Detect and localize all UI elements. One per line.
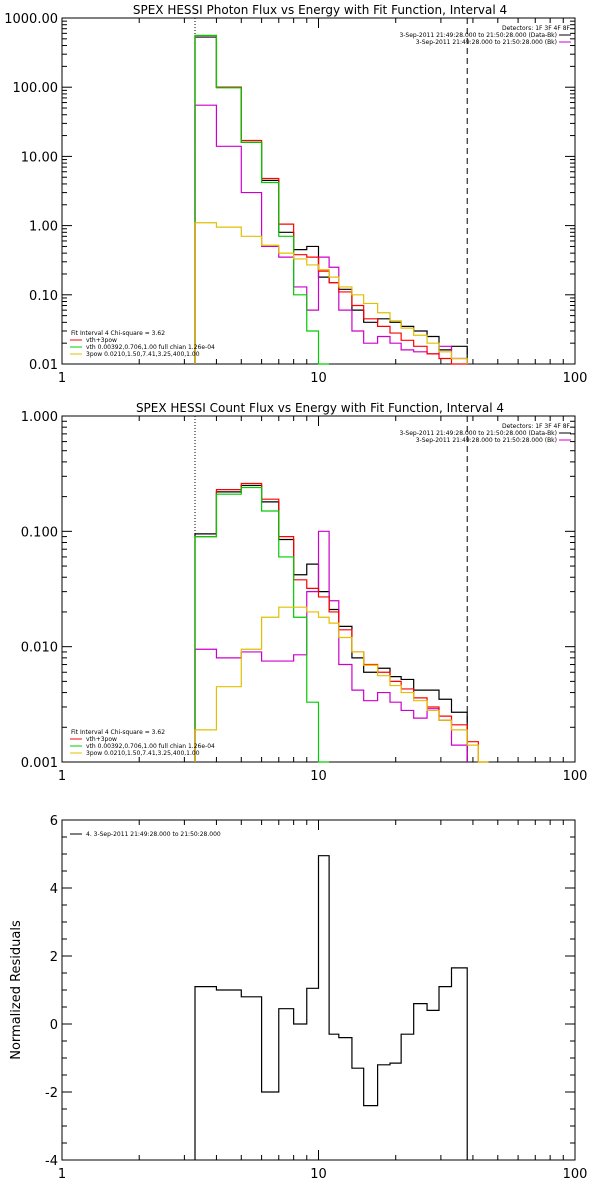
photon-flux-y-tick-label: 100.00 (13, 81, 59, 96)
count-flux-x-tick-label: 10 (310, 769, 327, 784)
count-flux-y-tick-label: 0.100 (21, 525, 58, 540)
count-flux-y-tick-label: 0.001 (21, 756, 58, 771)
photon-flux-y-tick-label: 0.01 (29, 358, 58, 373)
count-flux-y-tick-label: 1.000 (21, 410, 58, 425)
count-flux-legend-3pow-label: 3pow 0.0210,1.50,7.41,3.25,400,1.00 (86, 750, 200, 757)
count-flux-legend-bk-label: 3-Sep-2011 21:49:28.000 to 21:50:28.000 … (416, 437, 557, 444)
count-flux-y-tick-label: 0.010 (21, 641, 58, 656)
photon-flux-x-tick-label: 10 (310, 371, 327, 386)
photon-flux-legend-bk-label: 3-Sep-2011 21:49:28.000 to 21:50:28.000 … (416, 39, 557, 46)
photon-flux-panel: SPEX HESSI Photon Flux vs Energy with Fi… (4, 3, 587, 386)
count-flux-legend-fit: Fit Interval 4 Chi-square = 3.62 vth+3po… (70, 729, 215, 757)
residuals-x-tick-label: 10 (310, 1167, 327, 1182)
count-flux-series-vth (194, 486, 330, 763)
photon-flux-fit-header: Fit Interval 4 Chi-square = 3.62 (71, 330, 165, 337)
photon-flux-series-bk (194, 104, 468, 364)
photon-flux-y-tick-label: 0.10 (29, 289, 58, 304)
photon-flux-axes: 1 10 100 0.01 0.10 1.00 10.00 100.00 1000.00 (4, 12, 587, 386)
photon-flux-legend-topright: Detectors: 1F 3F 4F 8F 3-Sep-2011 21:49:… (399, 25, 571, 46)
residuals-series-residuals (194, 855, 468, 1160)
photon-flux-title: SPEX HESSI Photon Flux vs Energy with Fi… (133, 3, 507, 17)
residuals-legend: 4. 3-Sep-2011 21:49:28.000 to 21:50:28.0… (70, 831, 221, 838)
count-flux-legend-topright: Detectors: 1F 3F 4F 8F 3-Sep-2011 21:49:… (399, 423, 571, 444)
photon-flux-fit-range-lines (194, 18, 468, 364)
photon-flux-series-3pow (194, 222, 468, 364)
count-flux-series-bk (194, 530, 468, 762)
photon-flux-series-vth (194, 34, 330, 365)
residuals-y-tick-label: 6 (50, 814, 58, 829)
photon-flux-y-tick-label: 10.00 (21, 150, 58, 165)
count-flux-panel: SPEX HESSI Count Flux vs Energy with Fit… (21, 401, 588, 784)
count-flux-legend-data-label: 3-Sep-2011 21:49:28.000 to 21:50:28.000 … (399, 430, 557, 437)
photon-flux-legend-fit: Fit Interval 4 Chi-square = 3.62 vth+3po… (70, 330, 215, 358)
photon-flux-x-tick-label: 1 (58, 371, 66, 386)
photon-flux-legend-3pow-label: 3pow 0.0210,1.50,7.41,3.25,400,1.00 (86, 351, 200, 358)
photon-flux-legend-vth-label: vth 0.00392,0.706,1.00 full chian 1.26e-… (86, 344, 215, 351)
photon-flux-legend-data-label: 3-Sep-2011 21:49:28.000 to 21:50:28.000 … (399, 32, 557, 39)
residuals-y-axis-label: Normalized Residuals (9, 920, 24, 1060)
residuals-series (194, 855, 468, 1160)
residuals-axes: 1 10 100 -4 -2 0 2 4 6 (45, 814, 587, 1182)
residuals-x-tick-label: 100 (563, 1167, 588, 1182)
residuals-y-tick-label: 2 (50, 950, 58, 965)
residuals-legend-label: 4. 3-Sep-2011 21:49:28.000 to 21:50:28.0… (86, 831, 221, 838)
count-flux-x-tick-label: 100 (563, 769, 588, 784)
residuals-panel: Normalized Residuals 1 10 100 -4 -2 0 2 4 6 4. 3… (9, 814, 587, 1182)
residuals-y-tick-label: 0 (50, 1018, 58, 1033)
count-flux-series (194, 482, 489, 763)
count-flux-legend-vth-label: vth 0.00392,0.706,1.00 full chian 1.26e-… (86, 743, 215, 750)
count-flux-detectors-label: Detectors: 1F 3F 4F 8F (502, 423, 571, 430)
count-flux-title: SPEX HESSI Count Flux vs Energy with Fit… (136, 401, 504, 415)
residuals-y-tick-label: 4 (50, 882, 58, 897)
photon-flux-series (194, 34, 468, 365)
residuals-x-tick-label: 1 (58, 1167, 66, 1182)
photon-flux-series-data-bk (194, 36, 468, 364)
residuals-y-tick-label: -2 (45, 1086, 58, 1101)
count-flux-fit-range-lines (194, 416, 468, 762)
residuals-y-tick-label: -4 (45, 1154, 58, 1169)
photon-flux-plot-frame (61, 17, 576, 365)
photon-flux-x-tick-label: 100 (563, 371, 588, 386)
count-flux-x-tick-label: 1 (58, 769, 66, 784)
count-flux-fit-header: Fit Interval 4 Chi-square = 3.62 (71, 729, 165, 736)
photon-flux-detectors-label: Detectors: 1F 3F 4F 8F (502, 25, 571, 32)
count-flux-axes: 1 10 100 0.001 0.010 0.100 1.000 (21, 410, 588, 784)
count-flux-series-3pow (194, 606, 489, 763)
photon-flux-series-vth-3pow (194, 34, 468, 365)
photon-flux-legend-total-label: vth+3pow (86, 337, 117, 344)
photon-flux-y-tick-label: 1.00 (29, 220, 58, 235)
count-flux-legend-total-label: vth+3pow (86, 736, 117, 743)
photon-flux-y-tick-label: 1000.00 (4, 12, 58, 27)
